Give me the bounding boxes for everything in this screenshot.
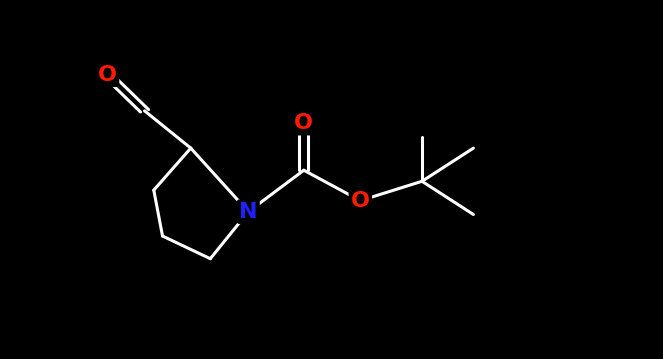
Text: O: O xyxy=(294,113,314,133)
Text: O: O xyxy=(351,191,370,211)
Text: O: O xyxy=(98,65,117,85)
Text: N: N xyxy=(239,202,258,222)
